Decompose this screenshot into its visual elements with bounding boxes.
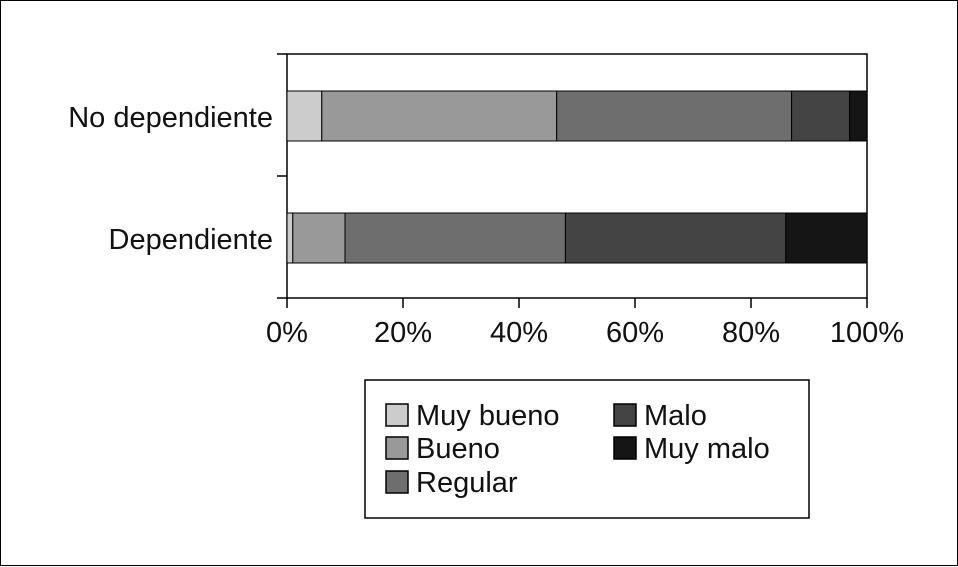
legend-label-bueno: Bueno (416, 433, 500, 465)
x-tick-labels: 0% 20% 40% 60% 80% 100% (266, 317, 904, 349)
category-labels: No dependiente Dependiente (68, 102, 273, 256)
legend-label-regular: Regular (416, 467, 518, 499)
category-label: Dependiente (109, 224, 273, 256)
bar-segment-no-dependiente-muy-bueno (286, 90, 323, 142)
x-tick-label: 100% (830, 317, 904, 349)
bar-segment-dependiente-regular (344, 212, 566, 264)
bar-segment-dependiente-muy-bueno (286, 212, 294, 264)
legend-label-muy-bueno: Muy bueno (416, 400, 560, 432)
x-tick-label: 80% (722, 317, 780, 349)
bar-segment-no-dependiente-muy-malo (849, 90, 868, 142)
legend-box (364, 379, 810, 519)
legend-swatch-malo (613, 403, 637, 427)
legend-label-malo: Malo (644, 400, 707, 432)
x-tick-label: 60% (606, 317, 664, 349)
x-tick-label: 0% (266, 317, 308, 349)
legend-swatch-muy-bueno (385, 403, 409, 427)
bar-segment-no-dependiente-regular (556, 90, 793, 142)
bar-segment-no-dependiente-malo (791, 90, 851, 142)
legend-swatch-muy-malo (613, 436, 637, 460)
bar-segment-dependiente-malo (564, 212, 787, 264)
category-label: No dependiente (68, 102, 273, 134)
legend-swatch-bueno (385, 436, 409, 460)
bars-group (286, 90, 868, 264)
legend-label-muy-malo: Muy malo (644, 433, 770, 465)
axes-group (277, 53, 868, 308)
x-tick-label: 20% (374, 317, 432, 349)
bar-segment-dependiente-muy-malo (785, 212, 868, 264)
bar-segment-no-dependiente-bueno (321, 90, 558, 142)
bar-segment-dependiente-bueno (292, 212, 346, 264)
x-tick-label: 40% (490, 317, 548, 349)
legend-swatch-regular (385, 470, 409, 494)
